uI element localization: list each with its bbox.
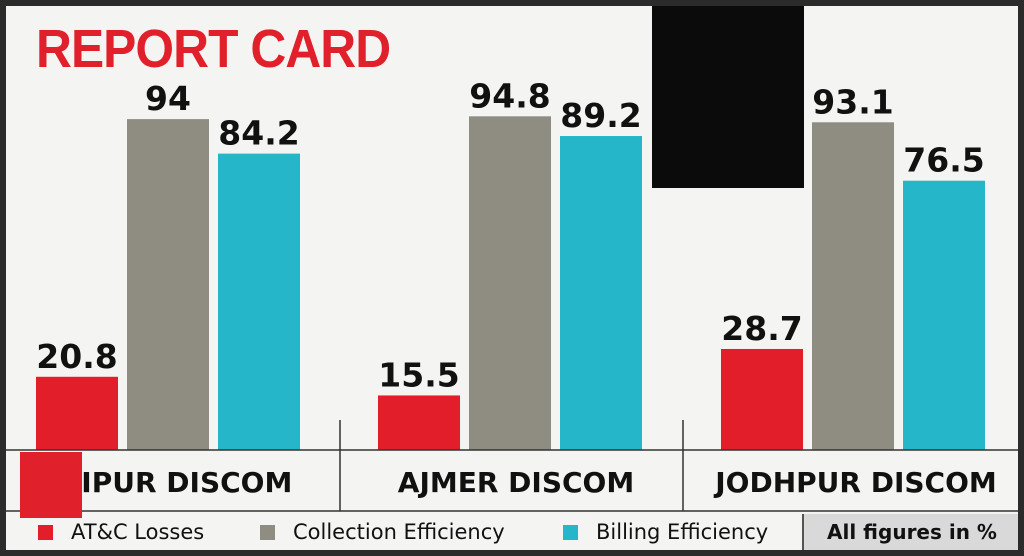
redaction-block [652,6,804,188]
legend-swatch-billing-efficiency [563,525,578,540]
bar-jaipur-discom-atc-losses [36,376,118,450]
value-label-jodhpur-discom-collection-efficiency: 93.1 [812,82,893,121]
chart-title: REPORT CARD [36,19,391,79]
category-label-jaipur-discom: AIPUR DISCOM [60,466,293,499]
bar-ajmer-discom-atc-losses [378,395,460,450]
value-label-ajmer-discom-atc-losses: 15.5 [378,355,459,394]
toi-logo [20,452,82,518]
legend-item-atc-losses: AT&C Losses [38,520,204,544]
legend-item-billing-efficiency: Billing Efficiency [563,520,768,544]
value-label-jaipur-discom-billing-efficiency: 84.2 [218,114,299,153]
value-label-ajmer-discom-billing-efficiency: 89.2 [560,96,641,135]
bar-jaipur-discom-collection-efficiency [127,119,209,451]
value-label-jodhpur-discom-atc-losses: 28.7 [721,309,802,348]
value-label-jaipur-discom-atc-losses: 20.8 [36,337,117,376]
legend-swatch-atc-losses [38,525,53,540]
bar-jaipur-discom-billing-efficiency [218,153,300,450]
value-label-jodhpur-discom-billing-efficiency: 76.5 [903,141,984,180]
bar-jodhpur-discom-atc-losses [721,348,803,450]
bar-chart: 20.8 94 84.2 AIPUR DISCOM 15.5 94.8 89.2 AJMER … [6,76,1018,512]
legend: AT&C Losses Collection Efficiency Billin… [6,514,1018,550]
value-label-ajmer-discom-collection-efficiency: 94.8 [469,76,550,115]
figures-note: All figures in % [802,514,1018,550]
category-label-ajmer-discom: AJMER DISCOM [398,466,634,499]
bar-ajmer-discom-billing-efficiency [560,136,642,451]
report-card: REPORT CARD 20.8 94 84.2 AIPUR DISCOM 15.5 94… [6,6,1018,550]
bar-jodhpur-discom-collection-efficiency [812,122,894,451]
category-label-jodhpur-discom: JODHPUR DISCOM [713,466,997,499]
bar-ajmer-discom-collection-efficiency [469,116,551,450]
legend-swatch-collection-efficiency [260,525,275,540]
value-label-jaipur-discom-collection-efficiency: 94 [145,79,191,118]
legend-item-collection-efficiency: Collection Efficiency [260,520,505,544]
bar-jodhpur-discom-billing-efficiency [903,180,985,450]
legend-label-collection-efficiency: Collection Efficiency [293,520,505,544]
legend-label-billing-efficiency: Billing Efficiency [596,520,769,544]
legend-label-atc-losses: AT&C Losses [71,520,205,544]
